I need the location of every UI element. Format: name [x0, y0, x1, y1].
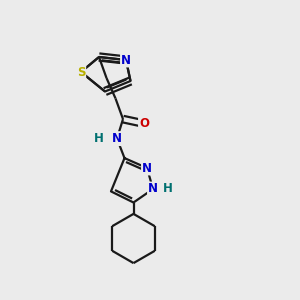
Text: N: N: [142, 161, 152, 175]
Text: O: O: [139, 117, 149, 130]
Text: N: N: [148, 182, 158, 196]
Text: N: N: [112, 132, 122, 145]
Text: N: N: [121, 53, 131, 67]
Text: H: H: [163, 182, 173, 196]
Text: S: S: [77, 65, 85, 79]
Text: H: H: [94, 132, 104, 145]
